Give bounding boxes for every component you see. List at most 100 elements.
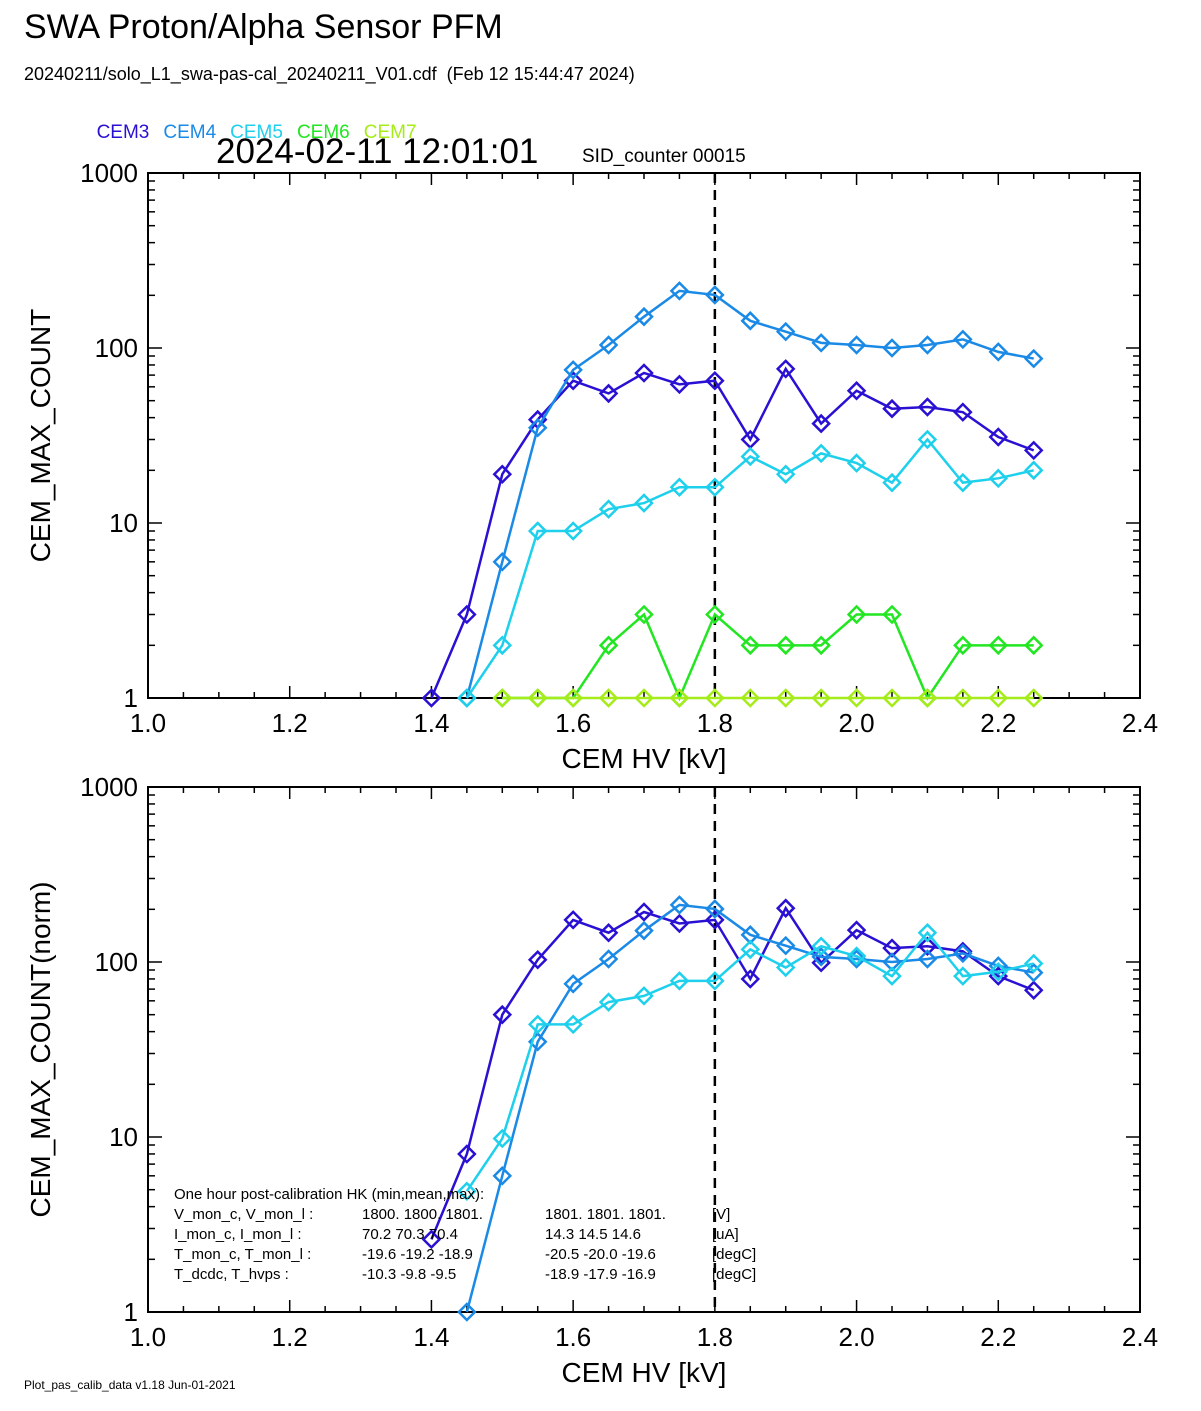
x-axis-label: CEM HV [kV] [562,1357,727,1388]
data-point-cem3 [527,949,548,970]
chart-2: 1.0 1.2 1.4 1.6 1.8 2.0 2.2 2.4 1 10 100 1000 CEM HV… [25,772,1158,1388]
data-point-cem4 [917,949,938,969]
data-point-cem7 [775,688,796,708]
data-point-cem5 [740,446,761,467]
hk-row-label: T_dcdc, T_hvps : [174,1266,289,1283]
data-point-cem4 [953,943,973,964]
data-point-cem4 [882,952,902,972]
data-point-cem6 [705,604,725,625]
x-tick-label: 1.6 [555,1322,591,1352]
data-point-cem4 [563,974,583,994]
data-point-cem4 [669,281,690,301]
x-tick-label: 2.4 [1122,708,1158,738]
data-point-cem4 [811,333,831,353]
data-point-cem7 [882,688,902,708]
data-point-cem3 [705,370,725,391]
data-point-cem3 [1023,440,1044,461]
y-tick-label: 100 [95,333,138,363]
data-point-cem6 [634,604,654,625]
data-point-cem3 [634,363,654,383]
data-point-cem5 [669,477,690,498]
x-tick-label: 1.2 [272,1322,308,1352]
data-point-cem7 [634,688,654,708]
data-point-cem3 [669,374,690,395]
data-point-cem3 [917,397,938,417]
x-tick-label: 1.0 [130,1322,166,1352]
hk-row-values-a: 70.2 70.3 70.4 [362,1226,458,1243]
x-tick-label: 1.8 [697,1322,733,1352]
data-point-cem5 [563,521,583,541]
series-layer [421,281,1044,708]
data-point-cem4 [988,956,1009,976]
data-point-cem3 [598,383,619,404]
x-tick-label: 1.2 [272,708,308,738]
hk-row-unit: [degC] [712,1266,756,1283]
footer-version: Plot_pas_calib_data v1.18 Jun-01-2021 [24,1378,236,1392]
x-tick-label: 2.2 [980,708,1016,738]
data-point-cem5 [953,966,973,986]
data-point-cem5 [527,1014,548,1035]
y-tick-label: 1 [124,683,138,713]
data-point-cem5 [492,1128,513,1149]
data-point-cem6 [775,635,796,656]
data-point-cem4 [492,552,513,572]
data-point-cem4 [457,1302,477,1322]
x-tick-label: 2.0 [838,1322,874,1352]
legend-cem3: CEM3 [96,122,150,143]
data-point-cem3 [421,1229,442,1250]
data-point-cem4 [634,920,654,941]
data-point-cem5 [988,961,1009,982]
hk-row-label: I_mon_c, I_mon_l : [174,1226,302,1243]
data-point-cem4 [492,1166,513,1186]
hk-row-unit: [uA] [712,1226,739,1243]
series-line-cem4 [465,289,1034,699]
data-point-cem6 [1023,635,1044,656]
data-point-cem6 [988,635,1009,656]
y-tick-label: 10 [109,1122,138,1152]
data-point-cem5 [527,521,548,541]
data-point-cem6 [953,635,973,656]
y-tick-label: 1000 [80,772,138,802]
data-point-cem6 [740,635,761,656]
y-tick-label: 100 [95,947,138,977]
data-point-cem5 [1023,953,1044,974]
legend-cem6: CEM6 [296,122,350,143]
data-point-cem5 [882,472,902,493]
x-tick-label: 2.2 [980,1322,1016,1352]
hk-row-unit: [V] [712,1206,730,1223]
data-point-cem4 [882,338,902,358]
data-point-cem5 [492,635,513,656]
data-point-cem7 [846,688,867,708]
data-point-cem5 [634,986,654,1006]
data-point-cem3 [846,920,867,940]
x-tick-label: 1.8 [697,708,733,738]
data-point-cem3 [492,1004,513,1025]
y-axis-label: CEM_MAX_COUNT(norm) [25,881,56,1217]
data-point-cem3 [917,936,938,957]
data-point-cem4 [563,360,583,380]
data-point-cem5 [988,468,1009,489]
data-point-cem3 [882,398,902,419]
series-line-cem4 [465,903,1034,1313]
data-point-cem4 [846,335,867,355]
data-point-cem5 [846,946,867,966]
hk-row-label: T_mon_c, T_mon_l : [174,1246,311,1263]
data-point-cem3 [457,1144,477,1164]
data-point-cem6 [882,604,902,625]
data-point-cem3 [598,922,619,943]
data-point-cem7 [563,688,583,708]
data-point-cem5 [598,992,619,1012]
data-point-cem4 [598,335,619,355]
chart-1: 1.0 1.2 1.4 1.6 1.8 2.0 2.2 2.4 1 10 100 1000 CEM HV… [25,158,1158,774]
hk-row-label: V_mon_c, V_mon_l : [174,1206,313,1223]
data-point-cem7 [740,688,761,708]
data-point-cem7 [1023,688,1044,708]
hk-row-values-b: -18.9 -17.9 -16.9 [545,1266,656,1283]
data-point-cem3 [421,688,442,708]
data-point-cem3 [634,902,654,922]
data-point-cem5 [811,443,831,464]
sid-counter: SID_counter 00015 [582,146,746,167]
data-point-cem4 [740,311,761,331]
data-point-cem7 [669,688,690,708]
